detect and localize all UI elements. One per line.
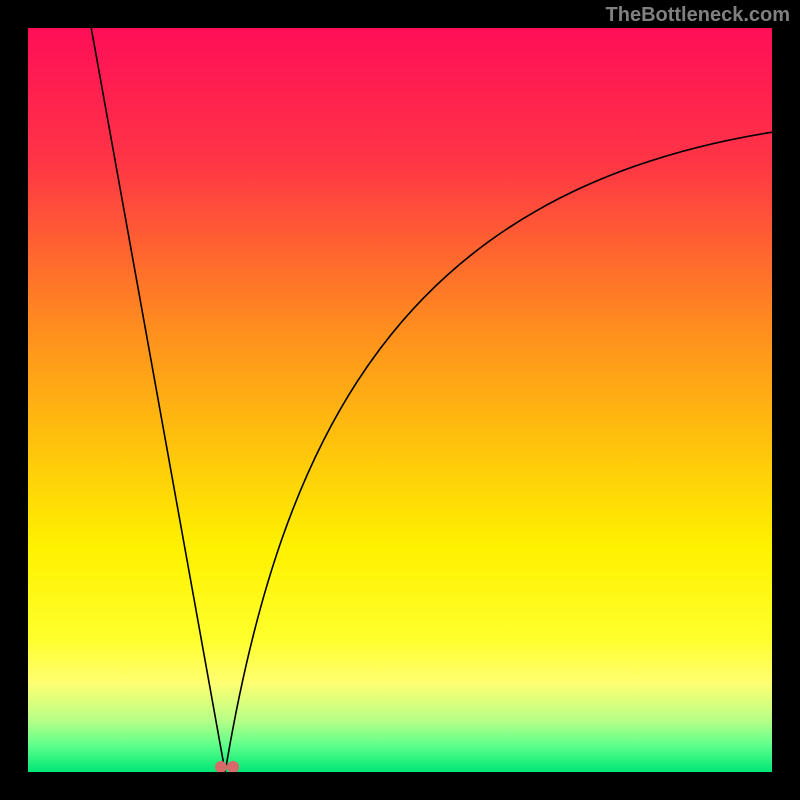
data-marker-1 — [227, 761, 239, 772]
plot-area — [28, 28, 772, 772]
data-marker-0 — [215, 761, 227, 772]
watermark-text: TheBottleneck.com — [606, 4, 790, 27]
bottleneck-curve — [28, 28, 772, 772]
